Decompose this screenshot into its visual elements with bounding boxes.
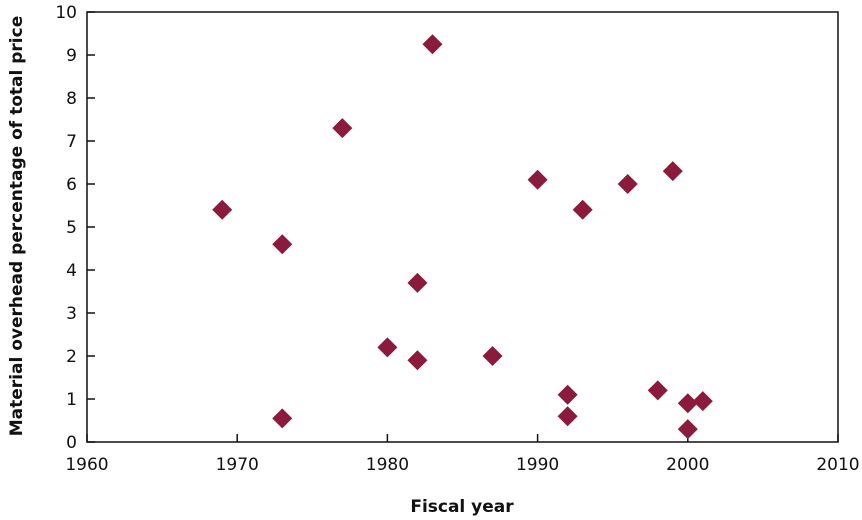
y-tick-label: 3 [66,304,77,324]
x-tick-label: 1980 [366,455,409,475]
data-point-marker [647,380,668,401]
y-tick-label: 1 [66,390,77,410]
x-axis-title: Fiscal year [410,497,514,517]
y-tick-label: 7 [66,132,77,152]
data-point-marker [557,406,578,427]
y-tick-label: 9 [66,46,77,66]
data-point-marker [332,118,353,139]
data-points [212,34,713,440]
data-point-marker [617,174,638,194]
y-tick-label: 8 [66,89,77,109]
data-point-marker [692,391,713,412]
y-tick-label: 10 [55,3,77,23]
data-point-marker [482,346,503,366]
y-tick-label: 5 [66,218,77,238]
y-axis: 0 1 2 3 4 5 6 7 8 9 10 [55,3,95,453]
data-point-marker [272,408,293,429]
data-point-marker [677,419,698,440]
data-point-marker [272,234,293,255]
x-tick-label: 1970 [216,455,259,475]
y-tick-label: 4 [66,261,77,281]
y-axis-title: Material overhead percentage of total pr… [7,16,27,436]
data-point-marker [557,384,578,405]
x-tick-label: 1960 [65,455,108,475]
y-tick-label: 6 [66,175,77,195]
data-point-marker [422,34,443,55]
data-point-marker [527,169,548,190]
y-tick-label: 2 [66,347,77,367]
data-point-marker [407,272,428,293]
data-point-marker [677,393,698,414]
x-axis: 1960 1970 1980 1990 2000 2010 [65,434,860,475]
data-point-marker [662,161,683,182]
plot-area-frame [86,11,839,443]
x-tick-label: 2000 [666,455,709,475]
y-tick-label: 0 [66,433,77,453]
data-point-marker [212,199,233,220]
data-point-marker [377,337,398,358]
x-tick-label: 2010 [816,455,859,475]
x-tick-label: 1990 [516,455,559,475]
data-point-marker [407,350,428,371]
data-point-marker [572,199,593,220]
